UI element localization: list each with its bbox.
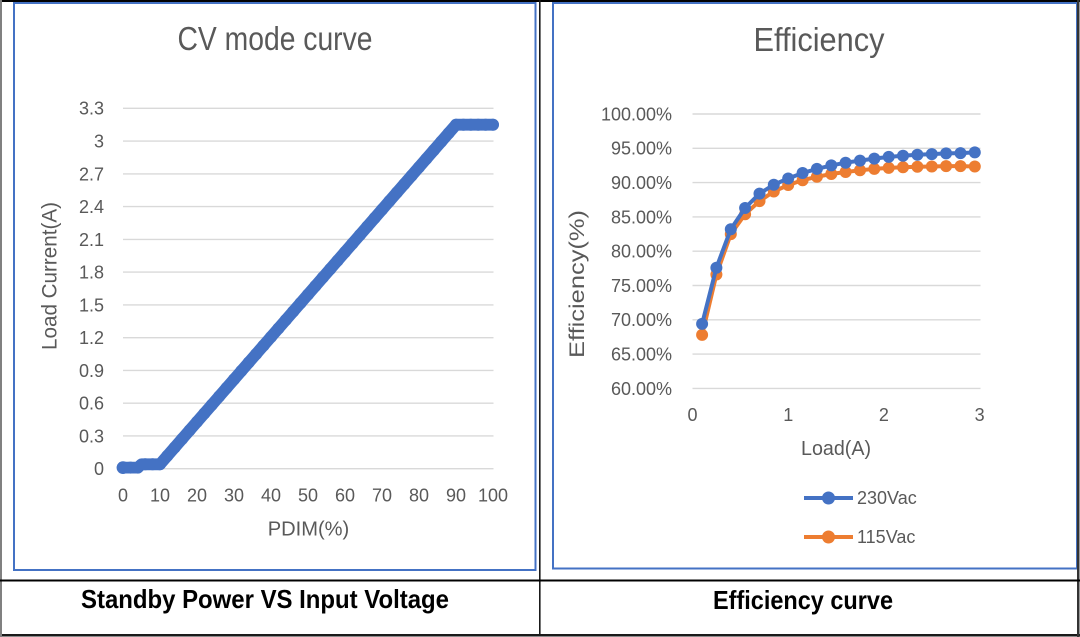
svg-text:65.00%: 65.00% <box>611 345 672 365</box>
svg-text:1.8: 1.8 <box>79 263 104 283</box>
svg-text:90.00%: 90.00% <box>611 173 672 193</box>
svg-text:85.00%: 85.00% <box>611 207 672 227</box>
svg-text:100.00%: 100.00% <box>601 104 672 124</box>
svg-text:3: 3 <box>975 405 985 425</box>
svg-text:60.00%: 60.00% <box>611 379 672 399</box>
svg-text:0: 0 <box>94 459 104 479</box>
svg-text:Efficiency: Efficiency <box>754 21 885 58</box>
svg-text:100: 100 <box>478 486 508 506</box>
svg-text:30: 30 <box>224 486 244 506</box>
svg-text:3: 3 <box>94 132 104 152</box>
svg-text:1.2: 1.2 <box>79 328 104 348</box>
svg-text:Load(A): Load(A) <box>801 438 871 460</box>
svg-text:1: 1 <box>783 405 793 425</box>
svg-text:3.3: 3.3 <box>79 99 104 119</box>
svg-text:0.6: 0.6 <box>79 394 104 414</box>
svg-text:20: 20 <box>187 486 207 506</box>
svg-text:50: 50 <box>298 486 318 506</box>
svg-text:0.9: 0.9 <box>79 361 104 381</box>
svg-text:PDIM(%): PDIM(%) <box>268 519 350 541</box>
svg-text:0: 0 <box>118 486 128 506</box>
svg-text:75.00%: 75.00% <box>611 276 672 296</box>
svg-text:230Vac: 230Vac <box>857 488 917 508</box>
svg-text:2.7: 2.7 <box>79 164 104 184</box>
svg-text:0: 0 <box>687 405 697 425</box>
svg-text:2.4: 2.4 <box>79 197 104 217</box>
svg-text:115Vac: 115Vac <box>857 527 915 547</box>
svg-text:CV mode curve: CV mode curve <box>178 20 373 57</box>
svg-text:1.5: 1.5 <box>79 295 104 315</box>
svg-text:70: 70 <box>372 486 392 506</box>
svg-text:40: 40 <box>261 486 281 506</box>
svg-text:2.1: 2.1 <box>79 230 104 250</box>
svg-text:0.3: 0.3 <box>79 426 104 446</box>
svg-text:2: 2 <box>879 405 889 425</box>
svg-text:Standby Power VS Input Voltage: Standby Power VS Input Voltage <box>81 584 449 614</box>
svg-text:70.00%: 70.00% <box>611 310 672 330</box>
svg-text:Load Current(A): Load Current(A) <box>39 202 62 350</box>
svg-text:10: 10 <box>150 486 170 506</box>
svg-text:95.00%: 95.00% <box>611 139 672 159</box>
svg-text:80: 80 <box>409 486 429 506</box>
svg-text:Efficiency curve: Efficiency curve <box>713 585 893 615</box>
svg-text:60: 60 <box>335 486 355 506</box>
svg-text:90: 90 <box>446 486 466 506</box>
svg-text:80.00%: 80.00% <box>611 242 672 262</box>
svg-text:Efficiency(%): Efficiency(%) <box>566 210 589 358</box>
